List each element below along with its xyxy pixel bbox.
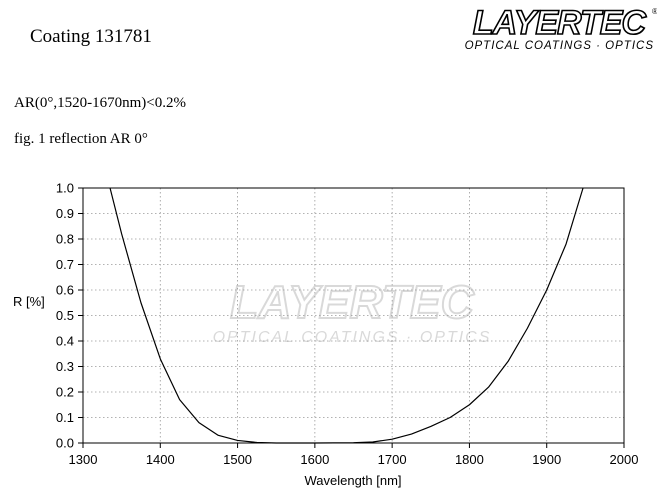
x-tick-label: 2000 xyxy=(610,452,639,467)
title: Coating 131781 xyxy=(30,26,152,47)
x-tick-label: 1800 xyxy=(455,452,484,467)
y-tick-label: 0.9 xyxy=(56,206,74,221)
logo-mark: ® xyxy=(652,7,657,16)
y-tick-label: 0.3 xyxy=(56,359,74,374)
x-axis-label: Wavelength [nm] xyxy=(304,473,401,488)
y-tick-label: 0.2 xyxy=(56,385,74,400)
watermark-name: LAYERTEC xyxy=(230,276,474,328)
logo-name: LAYERTEC xyxy=(473,4,647,42)
spec: AR(0°,1520-1670nm)<0.2% xyxy=(14,95,186,111)
watermark: LAYERTEC OPTICAL COATINGS · OPTICS xyxy=(213,275,492,346)
figure-caption: fig. 1 reflection AR 0° xyxy=(14,131,148,147)
watermark-tagline: OPTICAL COATINGS · OPTICS xyxy=(213,329,492,346)
y-tick-label: 0.8 xyxy=(56,232,74,247)
x-tick-label: 1600 xyxy=(300,452,329,467)
y-tick-label: 0.0 xyxy=(56,436,74,451)
y-tick-label: 0.7 xyxy=(56,257,74,272)
y-tick-label: 0.5 xyxy=(56,308,74,323)
x-tick-label: 1300 xyxy=(69,452,98,467)
logo-tagline: OPTICAL COATINGS · OPTICS xyxy=(465,40,654,52)
x-tick-label: 1500 xyxy=(223,452,252,467)
y-tick-label: 0.4 xyxy=(56,334,74,349)
x-tick-label: 1400 xyxy=(146,452,175,467)
x-tick-label: 1900 xyxy=(532,452,561,467)
x-tick-label: 1700 xyxy=(378,452,407,467)
y-tick-label: 0.6 xyxy=(56,283,74,298)
y-tick-label: 1.0 xyxy=(56,181,74,196)
reflection-curve xyxy=(109,187,584,444)
y-axis-label: R [%] xyxy=(13,294,45,309)
y-tick-label: 0.1 xyxy=(56,410,74,425)
